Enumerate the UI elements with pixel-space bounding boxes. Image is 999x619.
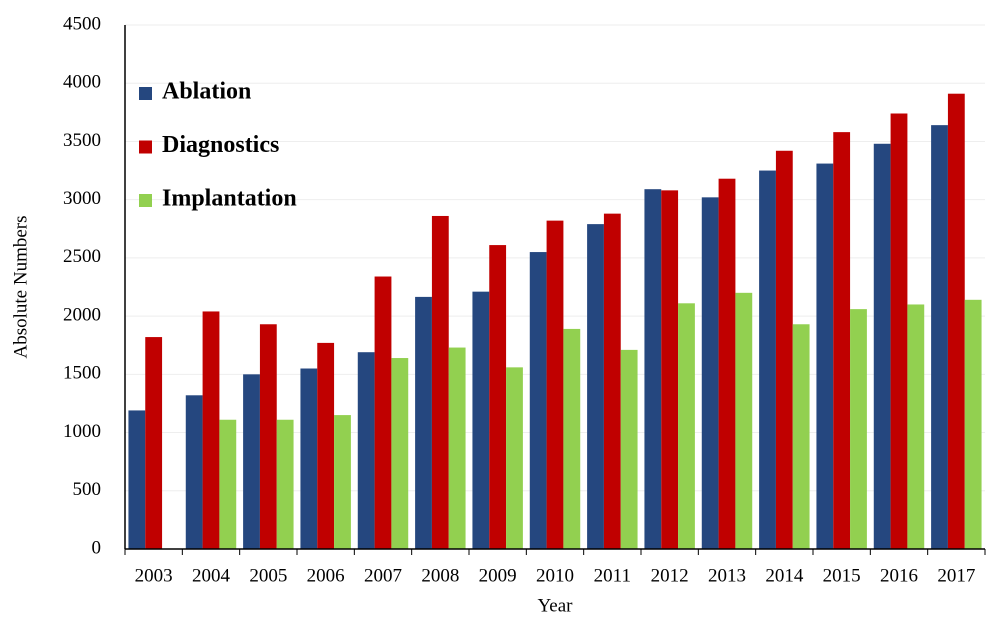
bar bbox=[759, 170, 776, 550]
bar bbox=[931, 125, 948, 550]
y-tick-label: 1000 bbox=[63, 421, 101, 442]
x-axis-label: Year bbox=[537, 595, 573, 616]
bar bbox=[775, 150, 793, 549]
bar bbox=[334, 415, 351, 549]
bar bbox=[300, 368, 318, 549]
bar bbox=[391, 358, 409, 549]
bar bbox=[890, 113, 908, 550]
bar bbox=[644, 189, 662, 550]
bar bbox=[964, 299, 982, 549]
x-tick-label: 2005 bbox=[249, 565, 287, 586]
bar bbox=[947, 93, 965, 550]
legend-swatch bbox=[139, 194, 152, 207]
y-tick-label: 4500 bbox=[63, 13, 101, 34]
x-tick-label: 2011 bbox=[594, 565, 631, 586]
bar bbox=[243, 374, 260, 549]
bar bbox=[546, 220, 564, 550]
bar bbox=[718, 178, 736, 549]
bar bbox=[472, 291, 490, 549]
bar bbox=[317, 342, 335, 549]
y-tick-label: 3500 bbox=[63, 130, 101, 151]
x-tick-label: 2007 bbox=[364, 565, 402, 586]
bar bbox=[276, 419, 294, 549]
bar bbox=[907, 304, 925, 549]
bar bbox=[850, 309, 867, 549]
y-tick-label: 2500 bbox=[63, 246, 101, 267]
x-tick-label: 2009 bbox=[479, 565, 517, 586]
bar bbox=[529, 252, 547, 550]
x-tick-label: 2016 bbox=[880, 565, 918, 586]
y-axis-label: Absolute Numbers bbox=[10, 215, 31, 358]
bar bbox=[701, 197, 719, 550]
bar bbox=[833, 132, 851, 549]
bar bbox=[145, 337, 163, 549]
x-tick-label: 2017 bbox=[937, 565, 975, 586]
bar bbox=[489, 245, 507, 549]
bar bbox=[448, 347, 466, 549]
legend-label: Ablation bbox=[162, 79, 251, 105]
y-tick-label: 0 bbox=[92, 537, 102, 558]
y-tick-label: 500 bbox=[73, 479, 102, 500]
bar bbox=[587, 224, 604, 549]
bar bbox=[202, 311, 220, 549]
x-tick-label: 2003 bbox=[135, 565, 173, 586]
x-tick-label: 2015 bbox=[823, 565, 861, 586]
bar bbox=[357, 352, 375, 549]
y-tick-label: 1500 bbox=[63, 363, 101, 384]
y-tick-label: 4000 bbox=[63, 72, 101, 93]
x-tick-label: 2014 bbox=[765, 565, 804, 586]
bar bbox=[431, 215, 449, 550]
bar bbox=[816, 163, 834, 549]
legend-swatch bbox=[139, 87, 152, 100]
x-tick-label: 2008 bbox=[421, 565, 459, 586]
legend-swatch bbox=[139, 140, 152, 154]
x-tick-label: 2010 bbox=[536, 565, 574, 586]
bar bbox=[620, 349, 638, 549]
bar bbox=[678, 303, 695, 549]
x-tick-label: 2004 bbox=[192, 565, 231, 586]
bar bbox=[735, 292, 753, 549]
bar bbox=[259, 324, 277, 549]
bar bbox=[185, 395, 203, 549]
bar bbox=[563, 328, 581, 549]
y-tick-label: 3000 bbox=[63, 188, 101, 209]
legend-label: Implantation bbox=[162, 186, 297, 212]
x-tick-label: 2006 bbox=[307, 565, 345, 586]
bar bbox=[661, 190, 679, 549]
bar bbox=[219, 419, 237, 549]
bar bbox=[374, 276, 392, 549]
bar bbox=[792, 324, 810, 549]
bar bbox=[603, 213, 621, 549]
bar bbox=[128, 410, 146, 549]
x-tick-label: 2012 bbox=[651, 565, 689, 586]
bar bbox=[506, 367, 523, 549]
legend-label: Diagnostics bbox=[162, 132, 279, 158]
y-tick-label: 2000 bbox=[63, 304, 101, 325]
bar bbox=[873, 143, 891, 550]
bar bbox=[415, 296, 432, 549]
x-tick-label: 2013 bbox=[708, 565, 746, 586]
